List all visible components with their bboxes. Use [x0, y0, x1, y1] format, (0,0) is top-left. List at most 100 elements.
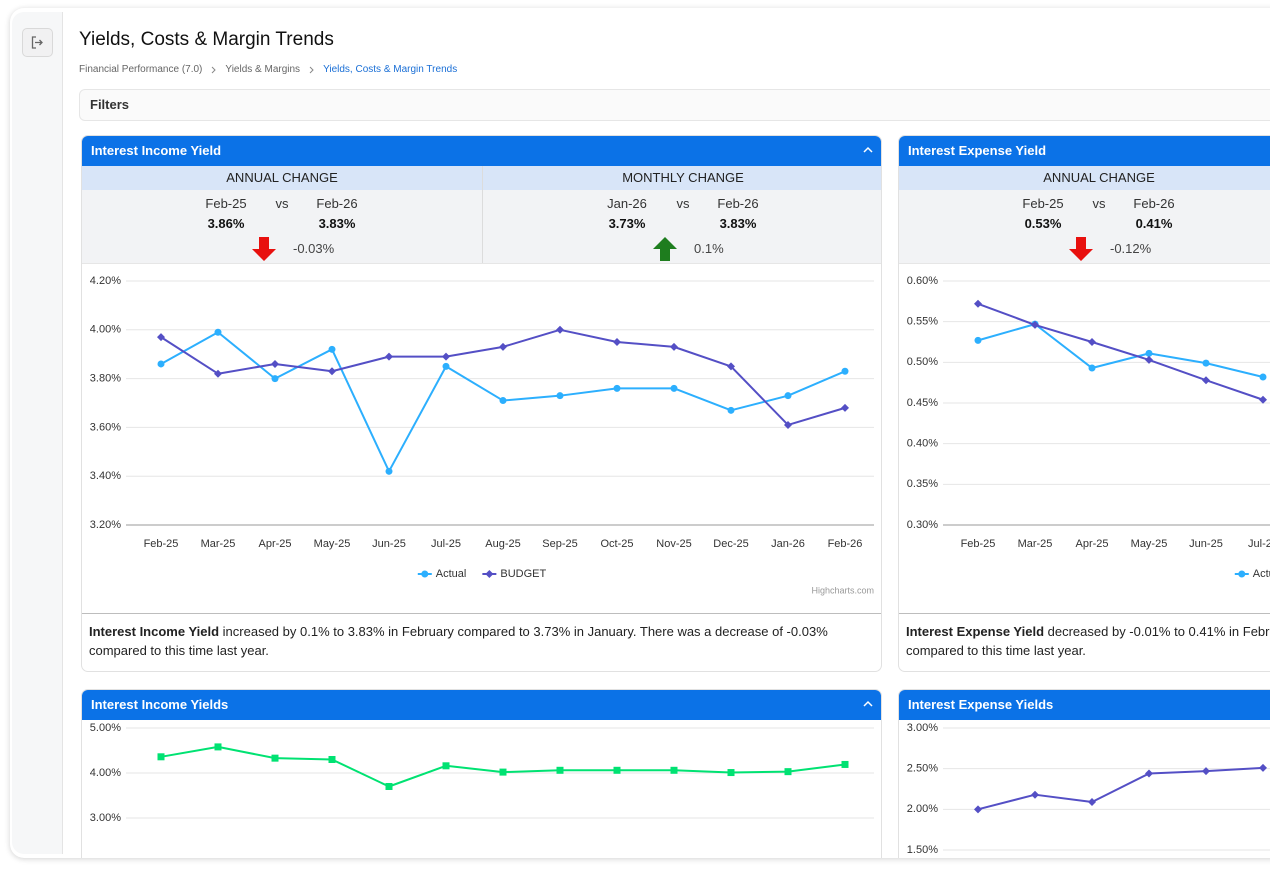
- legend-item[interactable]: Actual: [1234, 568, 1270, 580]
- panel: Interest Income Yields 5.00% 4.00% 3.00%: [81, 689, 882, 858]
- marker: [613, 384, 621, 392]
- marker: [271, 754, 279, 762]
- change-value: 0.1%: [694, 241, 724, 256]
- panel-title: Interest Income Yield: [91, 143, 222, 158]
- summary-subject: Interest Income Yield: [89, 624, 220, 639]
- legend-item[interactable]: BUDGET: [482, 568, 546, 580]
- marker: [727, 406, 735, 414]
- legend-item[interactable]: Actual: [417, 568, 467, 580]
- x-tick-label: May-25: [314, 538, 351, 550]
- vs-label: vs: [275, 196, 289, 211]
- chevron-up: [863, 146, 873, 153]
- change-value: -0.03%: [293, 241, 335, 256]
- marker: [613, 338, 621, 346]
- x-tick-label: Jul-25: [1248, 538, 1270, 550]
- from-label: Feb-25: [205, 196, 247, 211]
- chart: 3.00% 2.50% 2.00% 1.50%: [907, 722, 1270, 856]
- credit: Highcharts.com: [811, 585, 874, 595]
- x-tick-label: Nov-25: [656, 538, 691, 550]
- panel-title: Interest Expense Yields: [908, 697, 1054, 712]
- y-tick-label: 4.00%: [90, 767, 121, 779]
- chevron-up: [863, 700, 873, 707]
- marker: [1088, 798, 1096, 807]
- series-line: [977, 766, 1264, 811]
- summary-text: decreased by -0.01% to 0.41% in February…: [906, 624, 1270, 658]
- stats-header-band: [899, 166, 1270, 190]
- y-tick-label: 3.80%: [90, 373, 121, 385]
- chevron: [212, 66, 217, 73]
- x-tick-label: Feb-25: [961, 538, 996, 550]
- marker: [214, 743, 222, 751]
- marker: [841, 367, 849, 375]
- chart: 5.00% 4.00% 3.00%: [90, 722, 874, 824]
- y-tick-label: 0.40%: [907, 438, 938, 450]
- summary-text: increased by 0.1% to 3.83% in February c…: [89, 624, 828, 658]
- from-value: 3.73%: [608, 216, 646, 231]
- logout-button[interactable]: [22, 28, 53, 57]
- to-label: Feb-26: [1133, 196, 1175, 211]
- y-tick-label: 3.60%: [90, 421, 121, 433]
- x-tick-label: Aug-25: [485, 538, 520, 550]
- breadcrumb-item[interactable]: Financial Performance (7.0): [79, 64, 203, 75]
- x-tick-label: Apr-25: [1075, 538, 1108, 550]
- marker: [1031, 790, 1039, 799]
- filters-bar[interactable]: Filters: [79, 89, 1270, 121]
- x-tick-label: Jul-25: [431, 538, 461, 550]
- y-tick-label: 4.00%: [90, 324, 121, 336]
- marker: [670, 342, 678, 351]
- chart: 0.30% 0.35% 0.40% 0.45% 0.50% 0.55% 0.60% Feb-2…: [907, 275, 1270, 580]
- panel-header: Interest Expense Yield: [899, 136, 1270, 166]
- arrow-up: [653, 237, 677, 261]
- x-tick-label: Feb-25: [144, 538, 179, 550]
- collapse-button[interactable]: [863, 700, 873, 708]
- to-value: 3.83%: [318, 216, 356, 231]
- x-tick-label: Apr-25: [258, 538, 291, 550]
- collapse-button[interactable]: [863, 146, 873, 154]
- vs-label: vs: [676, 196, 690, 211]
- marker: [1145, 349, 1153, 357]
- marker: [727, 769, 735, 777]
- series: [974, 299, 1267, 404]
- legend-label: BUDGET: [500, 568, 546, 580]
- marker: [157, 753, 165, 761]
- y-tick-label: 5.00%: [90, 722, 121, 734]
- panel-header: Interest Income Yield: [82, 136, 881, 166]
- arrow-shape: [1069, 237, 1093, 261]
- marker: [1238, 570, 1246, 578]
- marker: [442, 362, 450, 370]
- summary: Interest Income Yield increased by 0.1% …: [82, 613, 881, 668]
- y-tick-label: 0.30%: [907, 519, 938, 531]
- panel: Interest Expense Yield ANNUAL CHANGE Feb-2…: [898, 135, 1270, 672]
- y-tick-label: 3.00%: [907, 722, 938, 734]
- change-value: -0.12%: [1110, 241, 1152, 256]
- filters-label: Filters: [90, 97, 130, 112]
- x-tick-label: Oct-25: [600, 538, 633, 550]
- marker: [157, 333, 165, 342]
- panel-header: Interest Income Yields: [82, 690, 881, 720]
- y-tick-label: 0.55%: [907, 316, 938, 328]
- marker: [385, 352, 393, 361]
- marker: [556, 392, 564, 400]
- page-title: Yields, Costs & Margin Trends: [79, 29, 334, 50]
- panel-header: Interest Expense Yields: [899, 690, 1270, 720]
- marker: [328, 367, 336, 376]
- x-tick-label: Mar-25: [201, 538, 236, 550]
- panel-title: Interest Expense Yield: [908, 143, 1047, 158]
- x-tick-label: Mar-25: [1018, 538, 1053, 550]
- x-tick-label: May-25: [1131, 538, 1168, 550]
- from-label: Feb-25: [1022, 196, 1064, 211]
- marker: [499, 397, 507, 405]
- x-tick-label: Sep-25: [542, 538, 577, 550]
- arrow-down: [1069, 237, 1093, 261]
- breadcrumb-item[interactable]: Yields & Margins: [225, 64, 301, 75]
- x-tick-label: Jun-25: [1189, 538, 1223, 550]
- arrow-shape: [252, 237, 276, 261]
- marker: [271, 375, 279, 383]
- series: [157, 328, 849, 475]
- x-tick-label: Jun-25: [372, 538, 406, 550]
- marker: [1088, 338, 1096, 346]
- x-tick-label: Feb-26: [828, 538, 863, 550]
- summary-subject: Interest Expense Yield: [906, 624, 1045, 639]
- stats-body: [82, 190, 881, 264]
